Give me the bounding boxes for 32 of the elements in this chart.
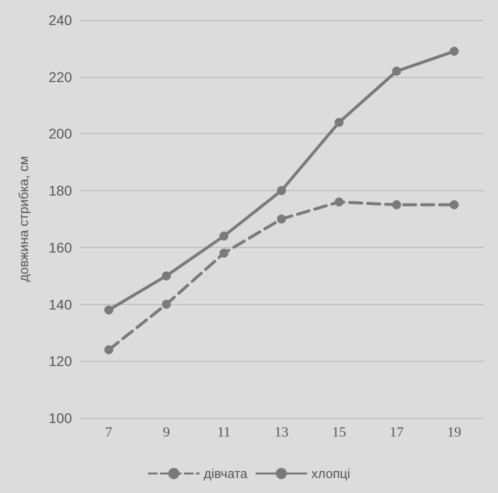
point [392,200,402,210]
point [334,118,344,127]
x-tick-label: 13 [274,426,288,440]
x-tick-label: 15 [332,426,346,440]
point [450,200,459,210]
y-tick-label: 140 [48,296,72,312]
legend-label: хлопці [311,466,350,481]
y-tick-label: 220 [48,68,72,85]
point [219,248,228,258]
legend-label: дівчата [204,466,248,481]
y-tick-label: 120 [48,353,72,370]
point [104,345,114,354]
y-tick-label: 180 [48,182,72,199]
x-tick-label: 7 [105,426,112,440]
point [450,46,459,56]
y-tick-label: 160 [48,239,72,256]
point [162,300,171,309]
y-axis-title: довжина стрибка, см [16,156,31,282]
y-tick-label: 100 [48,410,72,426]
point [277,214,286,224]
x-tick-label: 11 [217,426,231,440]
y-tick-label: 240 [48,12,72,28]
point [162,271,171,280]
y-tick-label: 200 [48,126,72,142]
point [104,305,114,314]
point [219,232,228,241]
x-tick-label: 19 [447,426,462,440]
point [277,186,286,196]
x-tick-label: 9 [162,426,170,440]
point [334,197,344,206]
point [392,66,402,76]
x-tick-label: 17 [390,426,404,440]
